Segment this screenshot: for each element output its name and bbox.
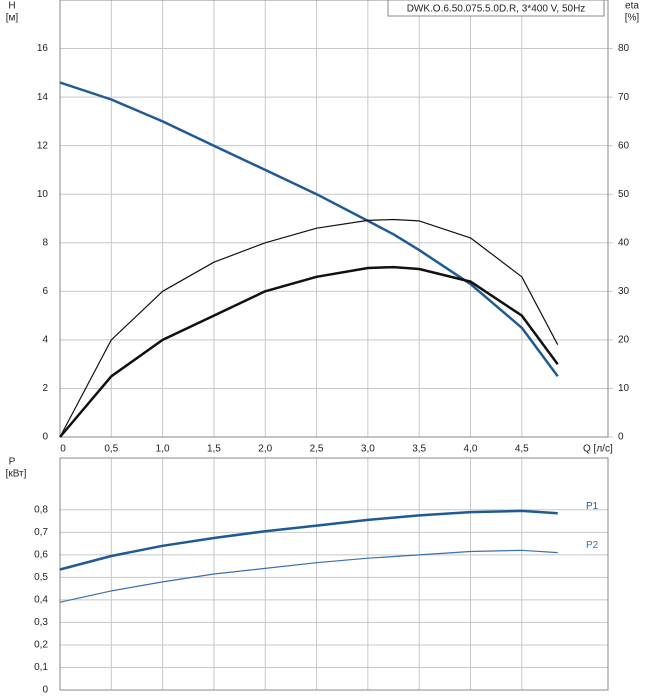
legend-label: P2 — [586, 540, 599, 551]
y-tick-label: 0,7 — [34, 527, 48, 538]
x-tick-label: 2,0 — [258, 444, 272, 455]
y2-tick-label: 0 — [618, 432, 624, 443]
x-tick-label: 4,5 — [515, 444, 529, 455]
y2-tick-label: 80 — [618, 43, 630, 54]
plot-area — [60, 458, 608, 690]
y-axis-label: H — [8, 1, 15, 12]
annotation: DWK.O.6.50.075.5.0D.R, 3*400 V, 50Hz — [407, 4, 586, 15]
y-tick-label: 0,5 — [34, 572, 48, 583]
y2-tick-label: 50 — [618, 189, 630, 200]
plot-area — [60, 0, 608, 437]
plot-frame — [59, 0, 609, 438]
x-tick-label: 0,5 — [104, 444, 118, 455]
y-axis-label: P — [9, 457, 16, 468]
y-tick-label: 0,2 — [34, 640, 48, 651]
y-tick-label: 0,8 — [34, 504, 48, 515]
y-tick-label: 0,3 — [34, 617, 48, 628]
y2-axis-unit: [%] — [625, 13, 640, 24]
y2-tick-label: 60 — [618, 140, 630, 151]
y-tick-label: 4 — [42, 335, 48, 346]
y-tick-label: 16 — [37, 43, 49, 54]
y-tick-label: 10 — [37, 189, 49, 200]
y-tick-label: 12 — [37, 140, 49, 151]
y2-tick-label: 30 — [618, 286, 630, 297]
y-tick-label: 14 — [37, 92, 49, 103]
curve — [59, 265, 559, 438]
y-tick-label: 0 — [42, 432, 48, 443]
x-tick-label: 0 — [60, 444, 66, 455]
annotation-box — [387, 0, 605, 17]
y2-tick-label: 20 — [618, 335, 630, 346]
x-axis-label: Q [л/с] — [583, 444, 613, 455]
x-tick-label: 3,0 — [361, 444, 375, 455]
y-tick-label: 2 — [42, 383, 48, 394]
y-axis-unit: [м] — [6, 13, 19, 24]
y-axis-unit: [кВт] — [6, 469, 27, 480]
legend-label: P1 — [586, 501, 599, 512]
y-tick-label: 8 — [42, 237, 48, 248]
y2-axis-label: eta — [625, 1, 639, 12]
y2-tick-label: 10 — [618, 383, 630, 394]
x-tick-label: 4,0 — [464, 444, 478, 455]
y-tick-label: 0,4 — [34, 595, 48, 606]
x-tick-label: 1,5 — [207, 444, 221, 455]
curve — [59, 549, 558, 603]
plot-frame — [59, 457, 609, 691]
curve — [59, 509, 558, 571]
y2-tick-label: 70 — [618, 92, 630, 103]
curve — [59, 218, 559, 438]
x-tick-label: 2,5 — [310, 444, 324, 455]
y-tick-label: 6 — [42, 286, 48, 297]
y-tick-label: 0,1 — [34, 662, 48, 673]
y-tick-label: 0,6 — [34, 549, 48, 560]
x-tick-label: 3,5 — [412, 444, 426, 455]
curve — [59, 81, 559, 378]
x-tick-label: 1,0 — [156, 444, 170, 455]
y-tick-label: 0 — [42, 685, 48, 696]
y2-tick-label: 40 — [618, 237, 630, 248]
